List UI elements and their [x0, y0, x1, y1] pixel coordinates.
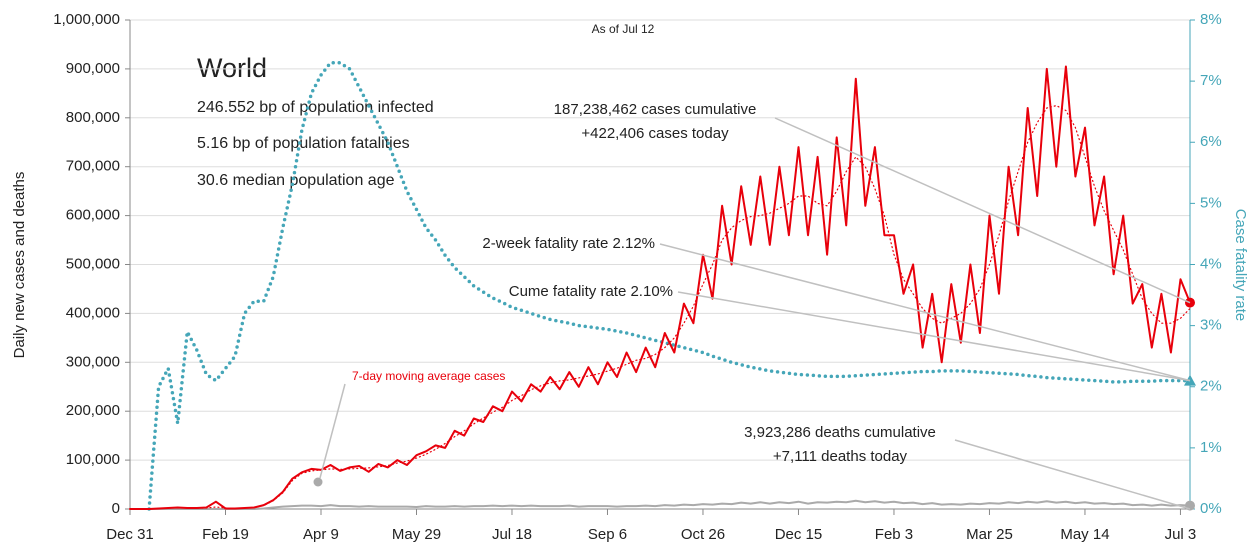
series-line: [129, 105, 1191, 510]
x-tick-label: Apr 9: [303, 526, 339, 543]
x-tick-label: May 29: [392, 526, 441, 543]
y2-tick-label: 4%: [1200, 255, 1222, 272]
series-line: [129, 499, 1191, 510]
y-tick-label: 800,000: [66, 109, 120, 126]
y2-tick-label: 0%: [1200, 500, 1222, 517]
y-tick-label: 400,000: [66, 304, 120, 321]
annotation: 187,238,462 cases cumulative: [554, 101, 757, 118]
y-tick-label: 0: [112, 500, 120, 517]
annotation: +422,406 cases today: [581, 125, 729, 142]
y2-axis-title: Case fatality rate: [1232, 209, 1249, 322]
y2-tick-label: 8%: [1200, 11, 1222, 28]
x-tick-label: Feb 19: [202, 526, 249, 543]
y-tick-label: 600,000: [66, 207, 120, 224]
leader-line: [319, 383, 346, 479]
leader-line: [677, 291, 1191, 382]
y-tick-label: 300,000: [66, 353, 120, 370]
x-tick-label: Jul 18: [492, 526, 532, 543]
x-tick-label: Sep 6: [588, 526, 627, 543]
series-label: 7-day moving average cases: [352, 369, 505, 383]
x-tick-label: Dec 31: [106, 526, 154, 543]
x-tick-label: May 14: [1060, 526, 1109, 543]
annotation: +7,111 deaths today: [773, 448, 908, 465]
y2-tick-label: 1%: [1200, 439, 1222, 456]
y2-tick-label: 5%: [1200, 194, 1222, 211]
y-tick-label: 200,000: [66, 402, 120, 419]
y-tick-label: 700,000: [66, 158, 120, 175]
x-tick-label: Dec 15: [775, 526, 823, 543]
y2-tick-label: 2%: [1200, 378, 1222, 395]
info-line: 246.552 bp of population infected: [197, 99, 434, 116]
y2-tick-label: 6%: [1200, 133, 1222, 150]
x-tick-label: Oct 26: [681, 526, 725, 543]
annotation: Cume fatality rate 2.10%: [509, 283, 673, 300]
y-tick-label: 900,000: [66, 60, 120, 77]
info-line: 5.16 bp of population fatalities: [197, 135, 410, 152]
series-line: [147, 61, 1192, 511]
y2-tick-label: 7%: [1200, 72, 1222, 89]
x-tick-label: Jul 3: [1165, 526, 1197, 543]
x-tick-label: Mar 25: [966, 526, 1013, 543]
y-tick-label: 500,000: [66, 255, 120, 272]
chart-title: World: [197, 53, 267, 83]
y-tick-label: 100,000: [66, 451, 120, 468]
series-line: [129, 65, 1191, 510]
chart-subtitle: As of Jul 12: [592, 22, 655, 36]
leader-line: [659, 243, 1191, 382]
end-dot: [1185, 500, 1195, 511]
x-tick-label: Feb 3: [875, 526, 913, 543]
pointer-dot: [313, 477, 323, 487]
leader-line: [774, 117, 1191, 304]
y-axis-title: Daily new cases and deaths: [11, 172, 28, 359]
annotation: 2-week fatality rate 2.12%: [482, 235, 655, 252]
annotation: 3,923,286 deaths cumulative: [744, 424, 936, 441]
leader-line: [954, 439, 1191, 510]
y2-tick-label: 3%: [1200, 317, 1222, 334]
info-line: 30.6 median population age: [197, 172, 395, 189]
y-tick-label: 1,000,000: [53, 11, 120, 28]
